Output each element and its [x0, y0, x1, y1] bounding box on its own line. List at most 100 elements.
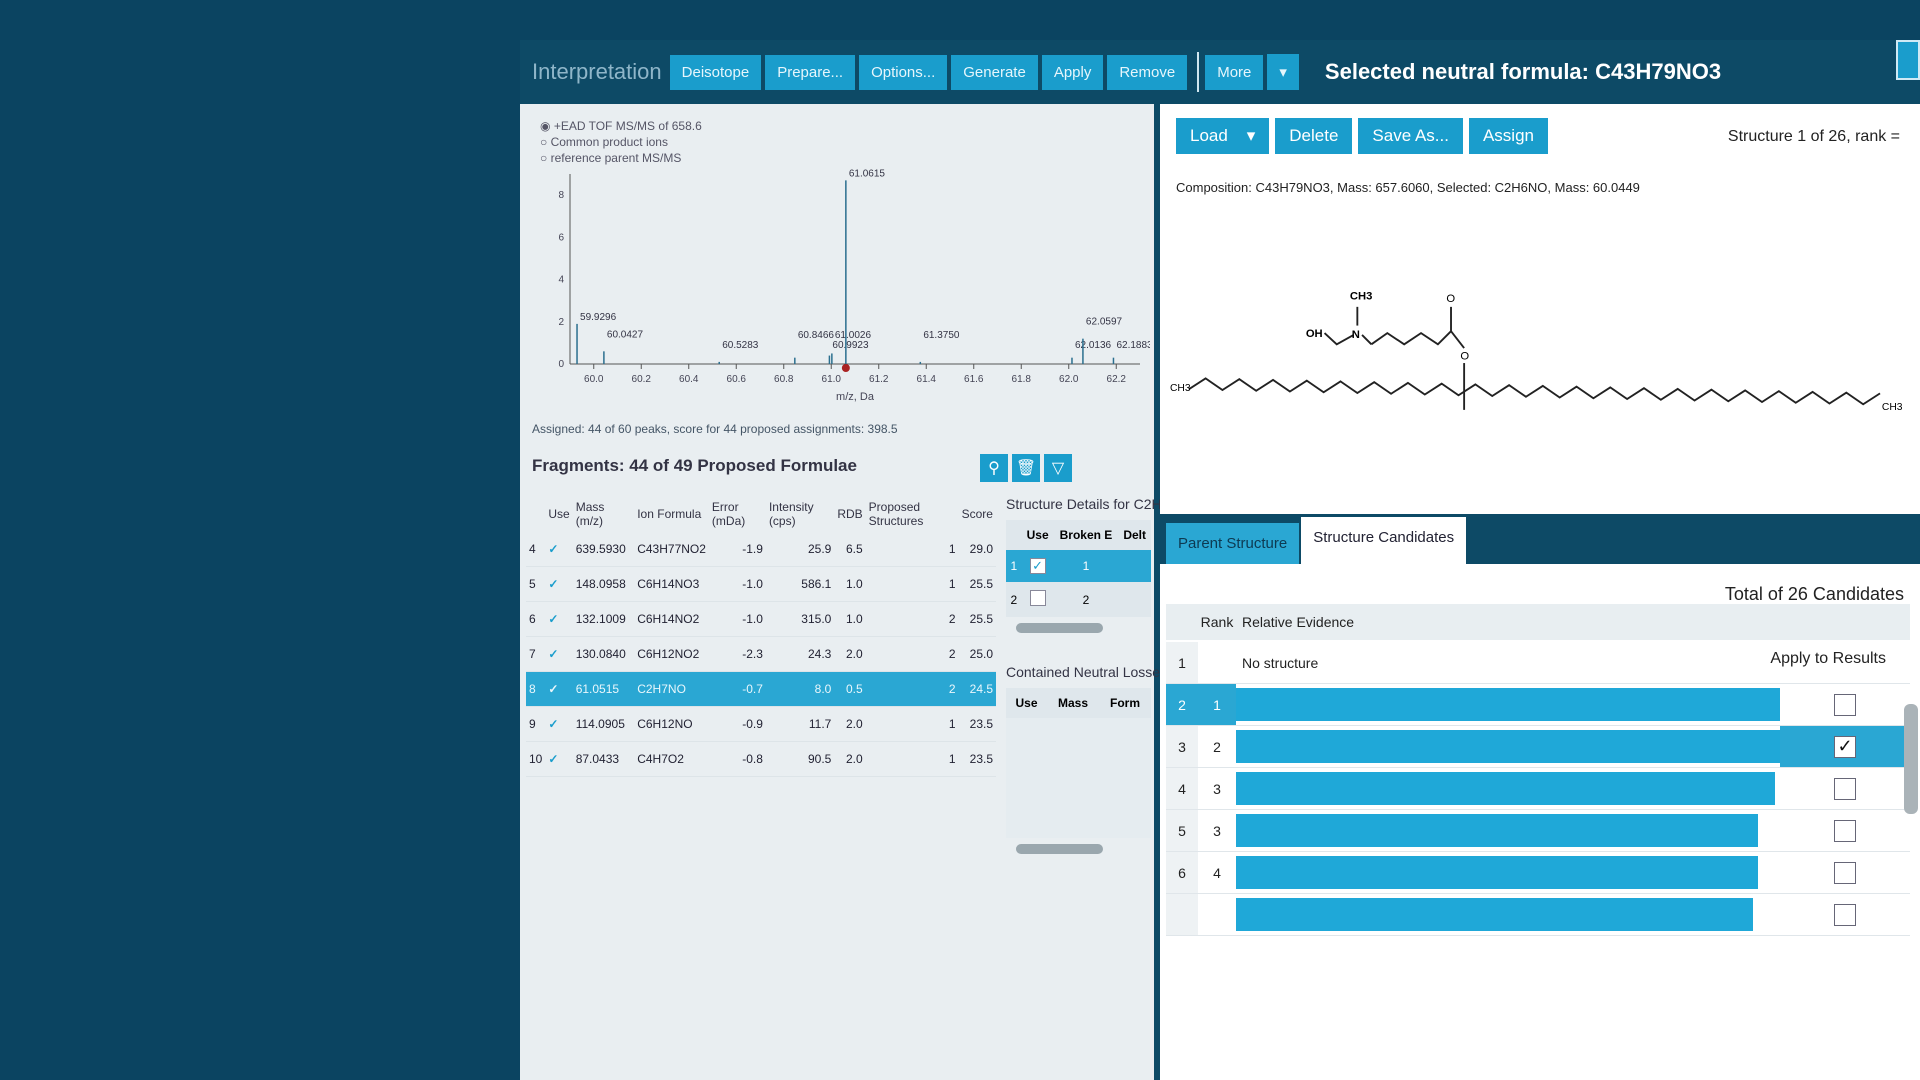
column-header[interactable]: Use — [548, 507, 570, 521]
deisotope-button[interactable]: Deisotope — [669, 54, 762, 90]
horizontal-scrollbar[interactable] — [1016, 844, 1103, 854]
column-header[interactable]: Error (mDa) — [711, 500, 746, 528]
table-row[interactable]: 1 ✓ 1 — [1006, 550, 1151, 582]
evidence-cell — [1236, 894, 1780, 935]
evidence-bar — [1236, 898, 1753, 931]
more-dropdown-chevron-icon[interactable]: ▾ — [1267, 54, 1299, 90]
rank-cell: 2 — [1213, 739, 1221, 755]
candidate-row[interactable]: 1 No structure — [1166, 642, 1910, 684]
assign-button[interactable]: Assign — [1468, 118, 1548, 154]
apply-checkbox[interactable] — [1834, 861, 1856, 884]
table-row[interactable]: 5 ✓ 148.0958 C6H14NO3 -1.0 586.1 1.0 1 25.5 — [526, 566, 996, 602]
more-button[interactable]: More — [1205, 54, 1264, 90]
structure-details-panel: Structure Details for C2H7NO Use Broken E… — [1006, 496, 1190, 639]
tab-parent-structure[interactable]: Parent Structure — [1166, 523, 1300, 564]
horizontal-scrollbar[interactable] — [1016, 623, 1103, 633]
table-row[interactable]: 9 ✓ 114.0905 C6H12NO -0.9 11.7 2.0 1 23.5 — [526, 706, 996, 742]
apply-checkbox[interactable] — [1834, 819, 1856, 842]
column-header[interactable]: Proposed Structures — [868, 500, 924, 528]
column-header[interactable]: RDB — [837, 507, 863, 521]
score-cell: 29.0 — [958, 532, 996, 567]
legend-item[interactable]: ○ Common product ions — [540, 135, 668, 149]
broken-bonds-cell: 1 — [1053, 550, 1119, 582]
use-checkbox[interactable]: ✓ — [545, 601, 573, 637]
ms-spectrum-chart[interactable]: 60.0 60.2 60.4 60.6 60.8 61.0 61.2 61.4 61.6 61.8… — [530, 164, 1150, 414]
use-checkbox[interactable]: ✓ — [545, 566, 573, 602]
x-tick-label: 60.6 — [727, 374, 747, 385]
table-row[interactable]: 4 ✓ 639.5930 C43H77NO2 -1.9 25.9 6.5 1 29.0 — [526, 532, 996, 567]
spectrum-legend: ◉ +EAD TOF MS/MS of 658.6 ○ Common produ… — [540, 118, 702, 166]
column-header-rank[interactable]: Rank — [1200, 614, 1234, 630]
delete-button[interactable]: Delete — [1275, 118, 1353, 154]
window-control-button[interactable] — [1896, 40, 1920, 80]
apply-checkbox[interactable] — [1834, 903, 1856, 926]
load-button[interactable]: Load ▾ — [1176, 118, 1270, 154]
row-index: 7 — [526, 636, 546, 672]
fragments-title: Fragments: 44 of 49 Proposed Formulae — [532, 456, 857, 475]
candidate-row[interactable] — [1166, 894, 1910, 936]
column-header[interactable]: Ion Formula — [637, 507, 702, 521]
chevron-down-icon[interactable]: ▾ — [1246, 126, 1256, 145]
column-header[interactable]: Mass (m/z) — [575, 500, 605, 528]
column-header[interactable] — [526, 496, 545, 532]
lipid-chain — [1188, 377, 1881, 406]
use-checkbox[interactable]: ✓ — [545, 671, 573, 707]
x-tick-label: 60.4 — [679, 374, 699, 385]
structure-count: Structure 1 of 26, rank = — [1727, 128, 1900, 145]
column-header: Use — [1026, 528, 1049, 542]
carbonyl-o-label: O — [1446, 293, 1455, 305]
table-row[interactable]: 7 ✓ 130.0840 C6H12NO2 -2.3 24.3 2.0 2 25.0 — [526, 636, 996, 672]
options-button[interactable]: Options... — [859, 54, 948, 90]
column-header-apply: Apply to Results — [1770, 650, 1886, 667]
column-header[interactable]: Score — [961, 507, 993, 521]
rank-cell: 3 — [1213, 823, 1221, 839]
row-index: 2 — [1166, 684, 1198, 725]
apply-checkbox[interactable]: ✓ — [1834, 735, 1856, 758]
tab-structure-candidates[interactable]: Structure Candidates — [1301, 517, 1467, 564]
x-tick-label: 60.8 — [774, 374, 794, 385]
table-row[interactable]: 10 ✓ 87.0433 C4H7O2 -0.8 90.5 2.0 1 23.5 — [526, 741, 996, 777]
x-tick-label: 60.0 — [584, 374, 604, 385]
ion-formula-cell: C6H12NO2 — [634, 636, 709, 672]
filter-icon[interactable]: ▽ — [1044, 454, 1072, 482]
mass-cell: 148.0958 — [572, 566, 635, 602]
use-checkbox[interactable]: ✓ — [545, 706, 573, 742]
n-label: N — [1352, 329, 1360, 341]
table-row[interactable]: 6 ✓ 132.1009 C6H14NO2 -1.0 315.0 1.0 2 25.5 — [526, 601, 996, 637]
prepare-button[interactable]: Prepare... — [765, 54, 856, 90]
legend-item[interactable]: ◉ +EAD TOF MS/MS of 658.6 — [540, 119, 702, 133]
legend-item[interactable]: ○ reference parent MS/MS — [540, 151, 682, 165]
generate-button[interactable]: Generate — [951, 54, 1038, 90]
ester-o-label: O — [1460, 350, 1469, 362]
candidate-row[interactable]: 3 2 ✓ — [1166, 726, 1910, 768]
apply-button[interactable]: Apply — [1041, 54, 1104, 90]
column-header[interactable]: Intensity (cps) — [768, 500, 814, 528]
use-checkbox[interactable]: ✓ — [1029, 558, 1046, 574]
delete-icon[interactable]: 🗑 — [1012, 454, 1040, 482]
row-index — [1166, 894, 1198, 935]
use-checkbox[interactable]: ✓ — [545, 532, 573, 567]
apply-cell — [1780, 684, 1910, 725]
apply-checkbox[interactable] — [1834, 777, 1856, 800]
column-header-evidence[interactable]: Relative Evidence — [1242, 614, 1355, 630]
structure-icon[interactable]: ⚲ — [980, 454, 1008, 482]
vertical-scrollbar[interactable] — [1904, 704, 1918, 814]
remove-button[interactable]: Remove — [1107, 54, 1188, 90]
evidence-bar — [1236, 856, 1759, 889]
use-checkbox[interactable] — [1029, 590, 1046, 606]
score-cell: 25.5 — [958, 566, 996, 602]
column-header: Delt — [1123, 528, 1146, 542]
apply-checkbox[interactable] — [1834, 693, 1856, 716]
y-tick-label: 8 — [558, 190, 564, 201]
table-row[interactable]: 8 ✓ 61.0515 C2H7NO -0.7 8.0 0.5 2 24.5 — [526, 671, 996, 707]
save-as-button[interactable]: Save As... — [1358, 118, 1463, 154]
use-checkbox[interactable]: ✓ — [545, 636, 573, 672]
use-checkbox[interactable]: ✓ — [545, 741, 573, 777]
proposed-structures-cell: 1 — [865, 741, 959, 777]
